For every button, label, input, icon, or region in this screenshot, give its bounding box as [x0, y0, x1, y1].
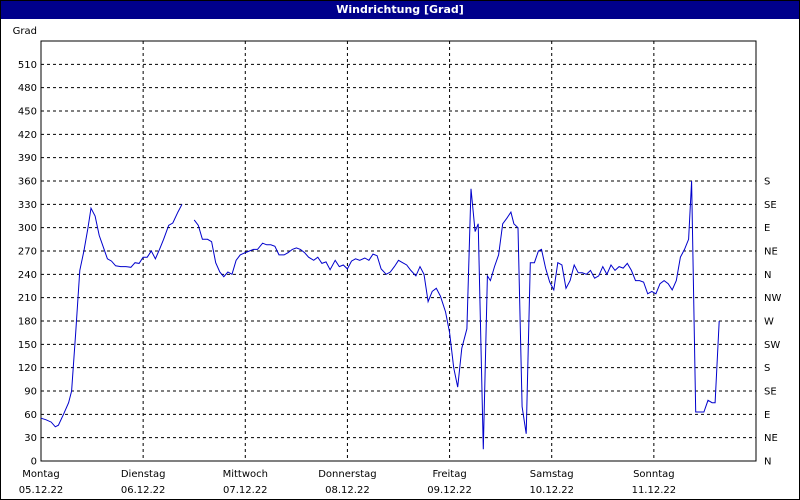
y-tick-label: 300: [18, 223, 37, 234]
y-tick-label: 90: [24, 387, 37, 398]
right-tick-label: NE: [764, 433, 778, 444]
left-axis: 0 30 60 90 120 150 180 210 240 270 300 330 360 390 420…: [18, 60, 37, 468]
right-tick-label: W: [764, 317, 774, 328]
chart-svg: 0 30 60 90 120 150 180 210 240 270 300 330 360 390 420…: [13, 26, 782, 496]
x-tick-day: Sonntag: [633, 469, 675, 480]
x-tick-date: 07.12.22: [223, 485, 268, 496]
y-tick-label: 180: [18, 317, 37, 328]
series-line: [193, 180, 720, 450]
x-tick-day: Freitag: [432, 469, 466, 480]
x-tick-day: Mittwoch: [223, 469, 268, 480]
right-axis: N NE E SE S SW W NW N NE E SE S: [764, 177, 781, 468]
x-tick-day: Samstag: [530, 469, 574, 480]
x-axis: Montag 05.12.22 Dienstag 06.12.22 Mittwoch 07…: [19, 469, 676, 496]
series-line: [40, 204, 183, 428]
x-tick-date: 05.12.22: [19, 485, 64, 496]
x-tick-date: 06.12.22: [121, 485, 166, 496]
right-tick-label: NW: [764, 293, 781, 304]
x-tick-day: Montag: [22, 469, 59, 480]
x-tick-date: 11.12.22: [632, 485, 677, 496]
x-tick-date: 09.12.22: [427, 485, 472, 496]
y-tick-label: 450: [18, 107, 37, 118]
right-tick-label: S: [764, 363, 770, 374]
right-tick-label: E: [764, 223, 770, 234]
y-tick-label: 420: [18, 130, 37, 141]
y-axis-label: Grad: [13, 26, 37, 37]
y-tick-label: 30: [24, 433, 37, 444]
y-tick-label: 390: [18, 153, 37, 164]
right-tick-label: N: [764, 270, 771, 281]
y-tick-label: 120: [18, 363, 37, 374]
y-tick-label: 270: [18, 247, 37, 258]
y-tick-label: 510: [18, 60, 37, 71]
x-tick-date: 10.12.22: [529, 485, 574, 496]
x-tick-day: Donnerstag: [318, 469, 376, 480]
x-tick-day: Dienstag: [121, 469, 166, 480]
right-tick-label: S: [764, 177, 770, 188]
y-tick-label: 480: [18, 83, 37, 94]
series-layer: [40, 180, 720, 450]
right-tick-label: NE: [764, 247, 778, 258]
y-tick-label: 240: [18, 270, 37, 281]
right-tick-label: SE: [764, 200, 777, 211]
grid-lines: [41, 41, 756, 461]
x-tick-date: 08.12.22: [325, 485, 370, 496]
plot-frame: [40, 40, 757, 462]
right-tick-label: N: [764, 457, 771, 468]
y-tick-label: 210: [18, 293, 37, 304]
y-tick-label: 150: [18, 340, 37, 351]
right-tick-label: SE: [764, 387, 777, 398]
y-tick-label: 0: [31, 457, 37, 468]
plot-border: [40, 40, 757, 462]
y-tick-label: 360: [18, 177, 37, 188]
chart-title: Windrichtung [Grad]: [1, 1, 799, 19]
y-tick-label: 60: [24, 410, 37, 421]
right-tick-label: E: [764, 410, 770, 421]
right-tick-label: SW: [764, 340, 780, 351]
y-tick-label: 330: [18, 200, 37, 211]
